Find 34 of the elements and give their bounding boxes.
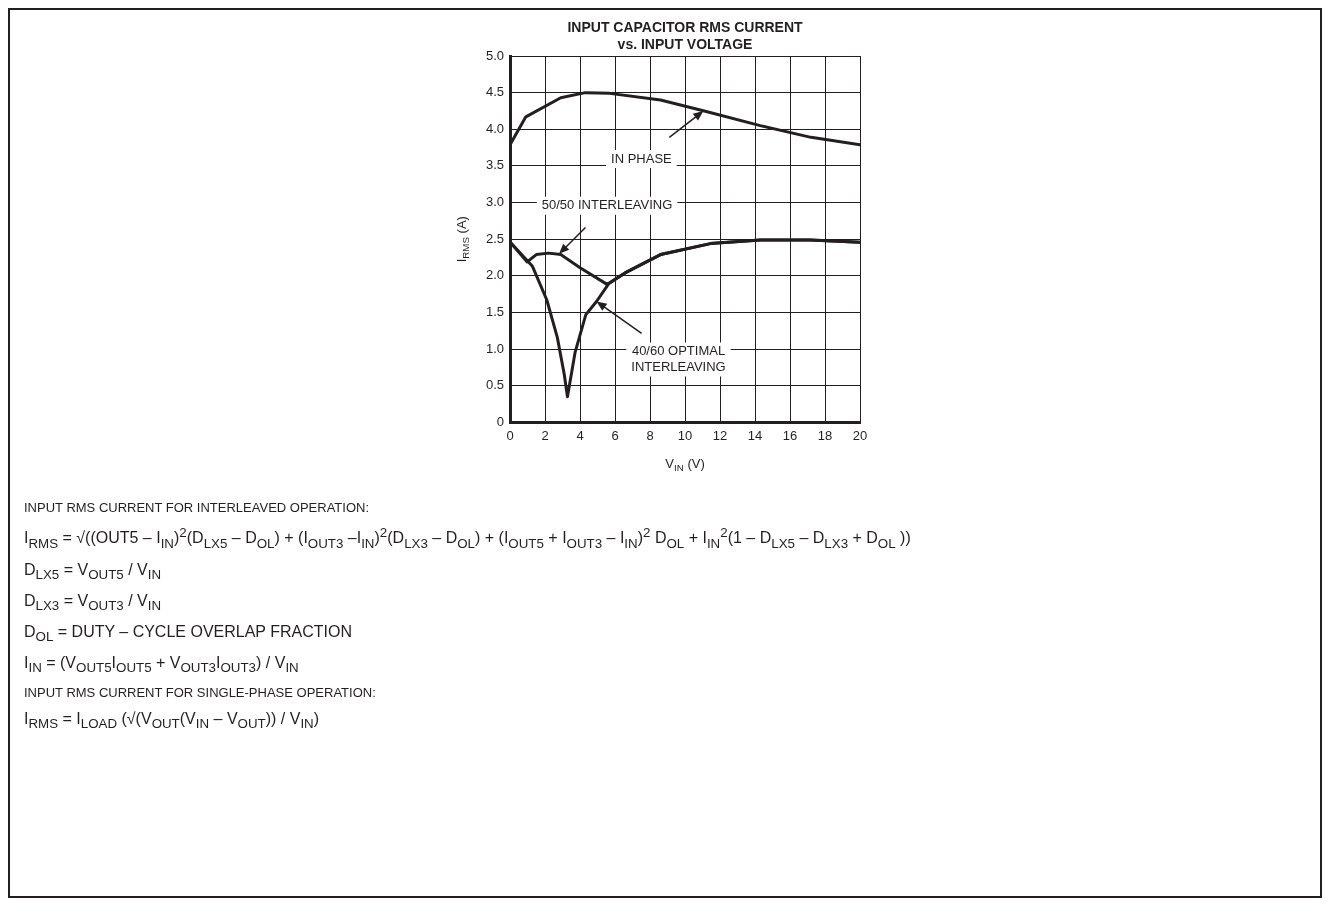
chart-title: INPUT CAPACITOR RMS CURRENT vs. INPUT VOLTAGE: [567, 18, 804, 52]
x-tick-label: 8: [646, 427, 654, 443]
text: D$_{LX3}$ = V$_{OUT3}$ / V$_{IN}$: [24, 591, 163, 613]
y-tick-label: 2.0: [485, 267, 505, 283]
text: I$_{IN}$ = (V$_{OUT5}$I$_{OUT5}$ + V$_{OUT3}$I$_{OUT3}$) / V$_{IN}$: [24, 654, 299, 676]
x-tick-label: 20: [852, 427, 868, 443]
x-tick-label: 4: [576, 427, 584, 443]
annotation: 40/60 OPTIMAL INTERLEAVING: [631, 343, 726, 375]
x-tick-label: 6: [611, 427, 619, 443]
y-tick-label: 4.0: [485, 120, 505, 136]
text: D$_{OL}$ = DUTY – CYCLE OVERLAP FRACTION: [24, 622, 353, 645]
y-tick-label: 4.5: [485, 84, 505, 100]
x-tick-label: 18: [817, 427, 833, 443]
y-tick-label: 1.0: [485, 340, 505, 356]
x-tick-label: 2: [541, 427, 549, 443]
x-tick-label: 14: [747, 427, 763, 443]
y-tick-label: 3.0: [485, 194, 505, 210]
y-tick-label: 1.5: [485, 304, 505, 320]
text: I$_{RMS}$ = I$_{LOAD}$ (√(V$_{OUT}$(V$_{IN}$ – V$_{OUT}$)) / V$_{IN}$): [24, 710, 320, 732]
text: INPUT RMS CURRENT FOR INTERLEAVED OPERATION:: [24, 500, 371, 515]
text: I$_{RMS}$ = √((OUT5 – I$_{IN}$)$^{2}$(D$_{LX5}$ – D$_{OL}$) + (I$_{OUT3}$ –I$_{IN}$)$^{2}$(D$_{LX3}$ – D$_{OL}$) + (I$_{OUT5}$ + I$_{OUT3}$ – I$_{IN}$)$^{2}$ D$_{OL}$ + I$_{IN}$$^{2}$(1 – D$_{LX5}$ – D$_{LX3}$ + D$_{OL}$ )): [24, 525, 911, 551]
y-axis-title: IRMS (A): [453, 216, 471, 263]
y-tick-label: 3.5: [485, 157, 505, 173]
annotation: 50/50 INTERLEAVING: [541, 197, 673, 213]
y-tick-label: 2.5: [485, 230, 505, 246]
y-tick-label: 0.5: [485, 377, 505, 393]
text: INPUT RMS CURRENT FOR SINGLE-PHASE OPERATION:: [24, 685, 377, 701]
annotation: IN PHASE: [611, 150, 673, 166]
x-tick-label: 12: [712, 427, 728, 443]
x-tick-label: 16: [782, 427, 798, 443]
text: D$_{LX5}$ = V$_{OUT5}$ / V$_{IN}$: [24, 560, 163, 582]
y-tick-label: 0: [496, 413, 505, 429]
y-tick-label: 5.0: [485, 47, 505, 63]
x-tick-label: 10: [677, 427, 693, 443]
